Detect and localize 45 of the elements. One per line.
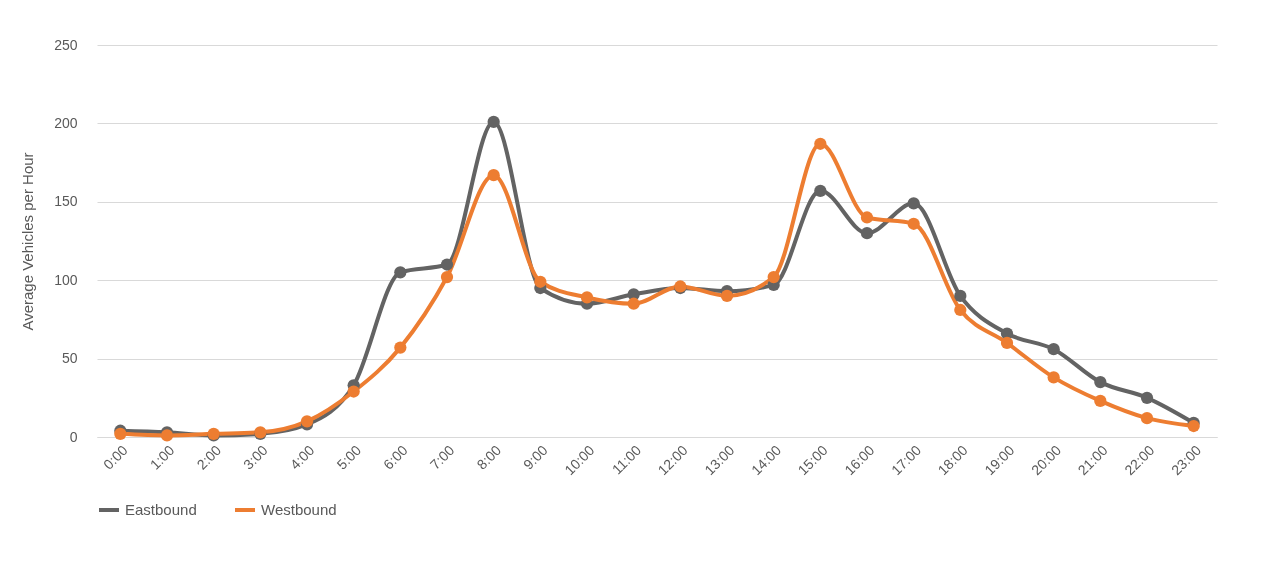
x-tick-label: 3:00	[240, 441, 271, 473]
point	[954, 289, 967, 302]
point	[907, 197, 920, 210]
y-tick-label: 100	[54, 271, 78, 288]
point	[440, 258, 454, 271]
y-axis-title: Average Vehicles per Hour	[19, 152, 37, 331]
point	[1187, 419, 1200, 433]
point	[487, 169, 500, 182]
legend-label: Eastbound	[125, 501, 197, 518]
point	[954, 303, 967, 317]
point	[1094, 376, 1107, 389]
point	[394, 266, 407, 279]
x-tick-label: 7:00	[426, 441, 458, 473]
x-tick-label: 4:00	[286, 441, 318, 473]
point	[1094, 394, 1107, 408]
point	[347, 385, 360, 398]
point	[1000, 336, 1014, 350]
point	[1140, 412, 1154, 425]
point	[860, 227, 874, 240]
point	[720, 289, 734, 302]
point	[534, 275, 547, 288]
y-tick-label: 150	[54, 193, 78, 210]
x-tick-label: 0:00	[100, 441, 131, 473]
legend-label: Westbound	[261, 501, 337, 518]
x-tick-label: 8:00	[473, 441, 505, 473]
x-tick-label: 9:00	[520, 441, 551, 473]
point	[814, 137, 827, 150]
point	[487, 115, 500, 128]
point	[394, 341, 407, 354]
y-tick-label: 200	[54, 114, 78, 131]
point	[767, 270, 780, 284]
point	[814, 184, 827, 197]
point	[1047, 343, 1060, 356]
point	[1047, 371, 1060, 384]
point	[860, 211, 874, 224]
point	[627, 297, 640, 310]
point	[1140, 391, 1154, 404]
y-tick-label: 50	[61, 350, 78, 367]
y-tick-label: 250	[54, 36, 78, 53]
y-tick-label: 0	[69, 428, 78, 445]
point	[440, 270, 454, 284]
x-tick-label: 5:00	[333, 441, 365, 473]
x-tick-label: 6:00	[380, 441, 411, 473]
point	[907, 217, 920, 230]
point	[580, 291, 594, 304]
